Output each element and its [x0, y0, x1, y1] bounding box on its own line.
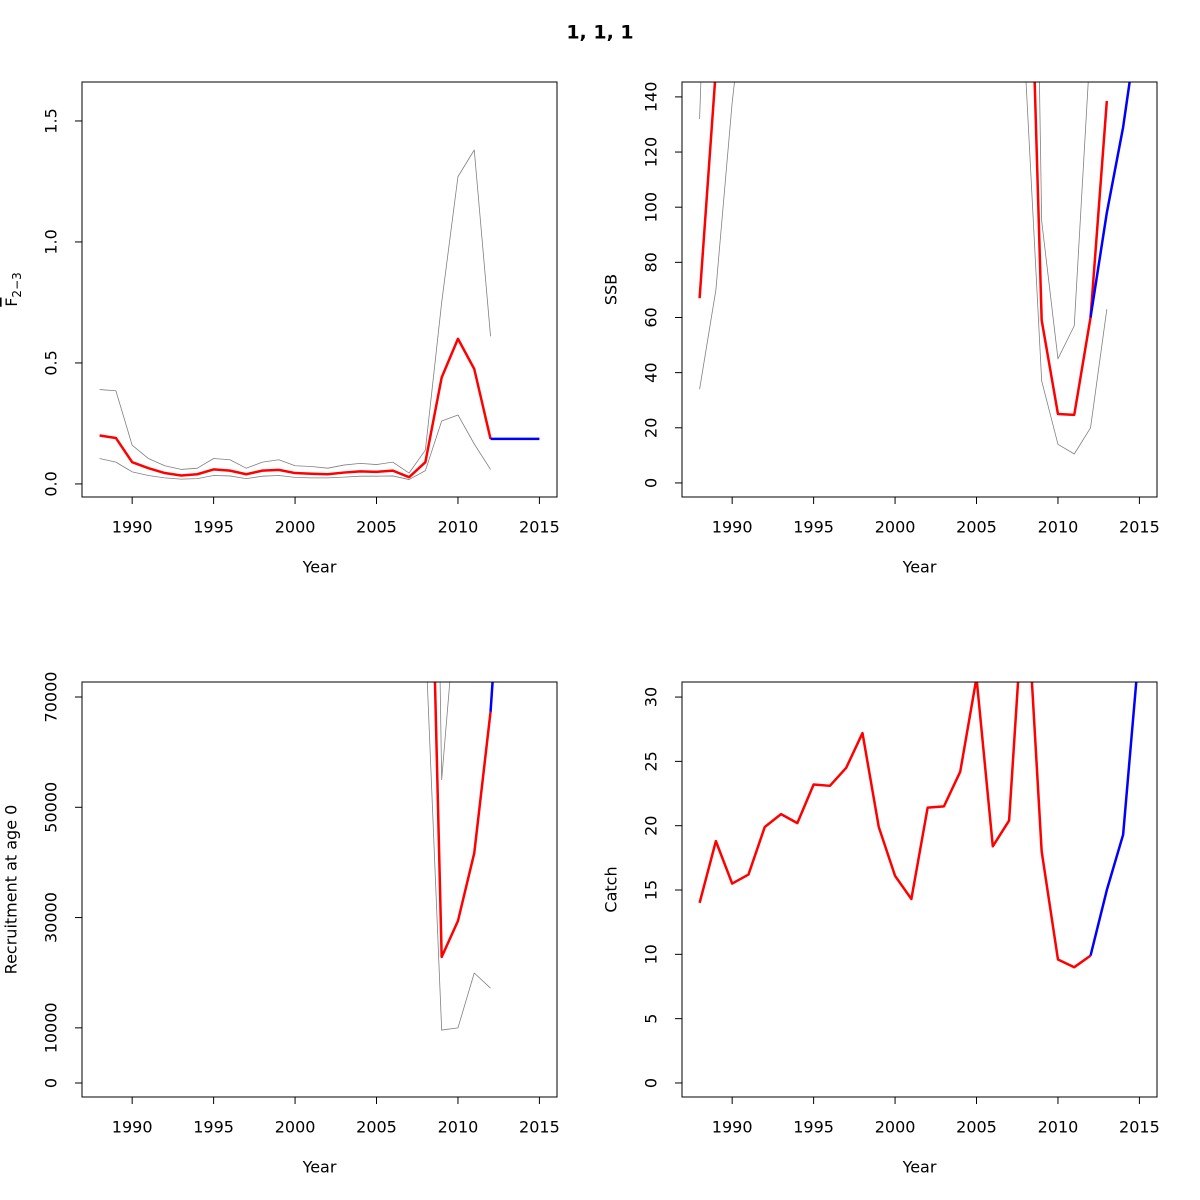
x-axis-label: Year — [902, 558, 937, 577]
y-axis-label: Catch — [602, 866, 621, 912]
y-tick-label: 30 — [642, 687, 661, 707]
x-tick-label: 1990 — [712, 518, 753, 537]
panel: 1990 1995 2000 2005 2010 2015 0.0 0.5 1.0 1.5 Year… — [2, 81, 560, 577]
series-line — [698, 682, 1092, 969]
y-tick-label: 20 — [642, 418, 661, 438]
y-tick-label: 1.0 — [42, 229, 61, 254]
plot-box — [81, 81, 558, 498]
x-tick-label: 1995 — [193, 518, 234, 537]
x-tick-label: 1995 — [793, 1118, 834, 1137]
series-line — [99, 337, 492, 479]
x-tick-label: 1990 — [712, 1118, 753, 1137]
y-tick-label: 1.5 — [42, 108, 61, 133]
series-line — [699, 82, 1108, 455]
plot-box — [681, 681, 1158, 1098]
y-tick-label: 50000 — [42, 782, 61, 833]
x-tick-label: 1995 — [793, 518, 834, 537]
y-axis-label-main: F — [2, 298, 21, 307]
y-tick-label: 0.0 — [42, 471, 61, 496]
y-tick-label: 120 — [642, 137, 661, 168]
figure-title: 1, 1, 1 — [566, 22, 633, 44]
x-tick-label: 2015 — [1119, 518, 1160, 537]
x-tick-label: 2000 — [275, 1118, 316, 1137]
y-tick-label: 0 — [42, 1078, 61, 1088]
plot-lines — [426, 682, 494, 1031]
x-axis-label: Year — [302, 558, 337, 577]
y-axis-label: Recruitment at age 0 — [2, 805, 21, 975]
y-tick-label: 10000 — [42, 1002, 61, 1053]
x-tick-label: 1990 — [112, 518, 153, 537]
y-tick-label: 25 — [642, 751, 661, 771]
x-tick-label: 2015 — [519, 1118, 560, 1137]
y-tick-label: 10 — [642, 944, 661, 964]
y-tick-label: 60 — [642, 307, 661, 327]
y-tick-label: 5 — [642, 1014, 661, 1024]
y-tick-label: 0.5 — [42, 350, 61, 375]
series-line — [99, 149, 491, 474]
series-line — [1089, 82, 1131, 318]
x-axis-label: Year — [902, 1158, 937, 1177]
plot-box — [681, 81, 1158, 498]
x-tick-label: 2005 — [356, 518, 397, 537]
y-tick-label: 40 — [642, 362, 661, 382]
x-axis-label: Year — [302, 1158, 337, 1177]
x-tick-label: 2010 — [438, 1118, 479, 1137]
y-tick-label: 0 — [642, 478, 661, 488]
x-tick-label: 1990 — [112, 1118, 153, 1137]
series-line — [426, 682, 491, 1031]
y-axis-label: F2−3 — [2, 272, 24, 307]
y-tick-label: 0 — [642, 1078, 661, 1088]
series-line — [698, 82, 1109, 417]
x-tick-label: 2005 — [356, 1118, 397, 1137]
panel: 1990 1995 2000 2005 2010 2015 0 10000 30000 50000… — [2, 672, 560, 1177]
x-tick-label: 2010 — [1038, 1118, 1079, 1137]
y-axis-label: SSB — [602, 274, 621, 305]
x-tick-label: 2015 — [1119, 1118, 1160, 1137]
x-tick-label: 2000 — [275, 518, 316, 537]
x-tick-label: 2005 — [956, 1118, 997, 1137]
y-tick-label: 140 — [642, 82, 661, 113]
y-tick-label: 20 — [642, 816, 661, 836]
plot-box — [81, 681, 558, 1098]
plot-lines — [698, 682, 1138, 969]
y-tick-label: 80 — [642, 252, 661, 272]
series-line — [1089, 682, 1138, 956]
x-tick-label: 2010 — [1038, 518, 1079, 537]
x-tick-label: 1995 — [193, 1118, 234, 1137]
x-tick-label: 2000 — [875, 518, 916, 537]
x-tick-label: 2015 — [519, 518, 560, 537]
x-tick-label: 2000 — [875, 1118, 916, 1137]
x-tick-label: 2010 — [438, 518, 479, 537]
panel: 1990 1995 2000 2005 2010 2015 0 5 10 15 20 25 30 Year… — [602, 681, 1160, 1177]
y-tick-label: 15 — [642, 880, 661, 900]
y-axis-label-sub: 2−3 — [10, 272, 24, 297]
series-line — [489, 682, 494, 712]
panel: 1990 1995 2000 2005 2010 2015 0 20 40 60 80 100 120 1… — [602, 81, 1160, 577]
series-line — [99, 414, 491, 480]
series-line — [433, 682, 492, 959]
series-line — [699, 82, 1089, 360]
y-tick-label: 100 — [642, 192, 661, 223]
y-tick-label: 30000 — [42, 892, 61, 943]
plot-lines — [99, 149, 540, 480]
y-tick-label: 70000 — [42, 672, 61, 723]
plot-lines — [698, 82, 1131, 455]
x-tick-label: 2005 — [956, 518, 997, 537]
